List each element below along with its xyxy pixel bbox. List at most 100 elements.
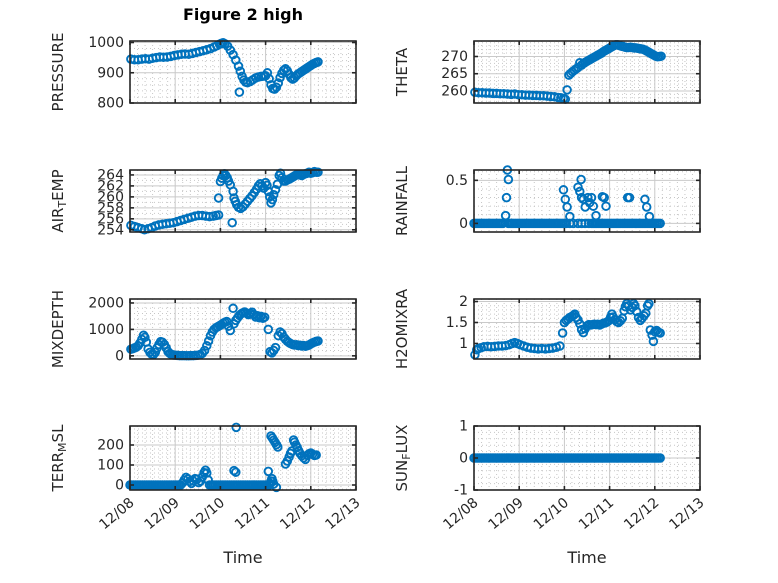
axes-frame bbox=[129, 425, 357, 491]
scatter-points bbox=[469, 453, 665, 463]
y-tick-label: 800 bbox=[97, 96, 124, 112]
x-tick-label: 12/10 bbox=[187, 495, 228, 533]
data-point bbox=[601, 201, 611, 211]
tick-marks bbox=[129, 426, 357, 490]
data-point bbox=[270, 342, 281, 353]
data-point bbox=[503, 174, 514, 185]
data-point bbox=[575, 186, 585, 197]
scatter-points bbox=[125, 422, 321, 493]
data-point bbox=[286, 72, 296, 83]
data-point bbox=[655, 453, 665, 463]
x-tick-label: 12/12 bbox=[277, 495, 318, 533]
data-point bbox=[565, 211, 575, 222]
data-point bbox=[270, 185, 281, 195]
subplot-mixdepth: 0 1000 2000 MIXDEPTH bbox=[49, 290, 357, 368]
data-point bbox=[202, 341, 212, 351]
data-point bbox=[254, 313, 265, 323]
data-point bbox=[262, 180, 272, 191]
x-tick-label: 12/13 bbox=[322, 495, 363, 533]
x-axis-label-left: Time bbox=[223, 548, 263, 567]
data-point bbox=[580, 218, 590, 229]
subplot-pressure: 800 900 1000 PRESSURE bbox=[49, 33, 357, 112]
y-axis-label: THETA bbox=[393, 47, 411, 97]
y-tick-label: 200 bbox=[97, 438, 124, 454]
data-point bbox=[588, 201, 599, 211]
data-point bbox=[641, 202, 652, 212]
y-axis-label: TERRMSL bbox=[49, 424, 69, 493]
y-tick-label: 2000 bbox=[88, 295, 124, 311]
y-tick-label: 258 bbox=[97, 200, 124, 216]
x-axis-label-right: Time bbox=[567, 548, 607, 567]
data-point bbox=[140, 332, 150, 343]
data-point bbox=[644, 298, 654, 309]
tick-marks bbox=[473, 299, 701, 359]
y-axis-label: RAINFALL bbox=[393, 165, 411, 236]
y-tick-label: 2 bbox=[459, 294, 468, 310]
x-tick-label: 12/09 bbox=[142, 495, 183, 533]
data-point bbox=[228, 303, 238, 314]
x-tick-label: 12/11 bbox=[232, 495, 273, 533]
y-tick-label: 262 bbox=[97, 178, 124, 194]
data-point bbox=[264, 74, 274, 84]
y-tick-label: 0 bbox=[459, 216, 468, 232]
data-point bbox=[584, 218, 594, 229]
data-point bbox=[203, 336, 214, 346]
y-tick-label: 1.5 bbox=[446, 315, 468, 331]
y-tick-label: 1000 bbox=[88, 35, 124, 51]
data-point bbox=[555, 341, 565, 351]
axes-frame bbox=[473, 298, 701, 360]
data-point bbox=[576, 174, 586, 185]
data-point bbox=[273, 78, 284, 88]
y-tick-label: -1 bbox=[454, 483, 468, 499]
y-tick-label: 900 bbox=[97, 65, 124, 81]
data-point bbox=[501, 192, 512, 203]
x-tick-label: 12/10 bbox=[531, 495, 572, 533]
axes-frame bbox=[473, 40, 701, 104]
y-tick-label: 0 bbox=[459, 451, 468, 467]
y-tick-label: 0 bbox=[115, 348, 124, 364]
tick-marks bbox=[473, 425, 701, 491]
data-point bbox=[549, 92, 560, 102]
y-tick-label: 1 bbox=[459, 336, 468, 352]
data-point bbox=[229, 465, 239, 476]
data-point bbox=[234, 87, 245, 97]
data-point bbox=[259, 312, 270, 322]
data-point bbox=[313, 336, 323, 346]
y-tick-label: 260 bbox=[97, 189, 124, 205]
axes-frame bbox=[473, 169, 701, 233]
tick-marks bbox=[129, 299, 357, 359]
data-point bbox=[648, 336, 659, 347]
subplot-rainfall: 0 0.5 RAINFALL bbox=[393, 165, 701, 236]
data-point bbox=[562, 85, 572, 95]
y-tick-label: 0 bbox=[115, 478, 124, 494]
data-point bbox=[656, 51, 666, 61]
figure-title: Figure 2 high bbox=[183, 5, 303, 24]
data-point bbox=[231, 422, 241, 433]
data-point bbox=[313, 57, 323, 67]
subplot-terrmsl: 0 100 200 TERRMSL 12/08 12/09 12/10 12/11 12/12 1… bbox=[49, 422, 364, 533]
data-point bbox=[562, 202, 572, 212]
subplot-h2omixra: 1 1.5 2 H2OMIXRA bbox=[393, 288, 701, 369]
x-tick-label: 12/11 bbox=[576, 495, 617, 533]
y-tick-label: 265 bbox=[441, 66, 468, 82]
tick-marks bbox=[473, 170, 701, 232]
data-point bbox=[263, 466, 274, 477]
y-tick-label: 100 bbox=[97, 458, 124, 474]
x-tick-label: 12/08 bbox=[440, 495, 481, 533]
data-point bbox=[591, 210, 601, 221]
data-point bbox=[271, 482, 282, 493]
data-point bbox=[268, 189, 279, 200]
data-point bbox=[644, 211, 655, 222]
y-tick-label: 254 bbox=[97, 222, 124, 238]
data-point bbox=[213, 193, 224, 203]
data-point bbox=[199, 345, 210, 356]
x-tick-label: 12/08 bbox=[96, 495, 137, 533]
y-axis-label: AIRTEMP bbox=[49, 169, 69, 232]
data-point bbox=[313, 167, 323, 177]
data-point bbox=[311, 450, 321, 460]
data-point bbox=[655, 328, 665, 338]
tick-marks bbox=[129, 170, 357, 232]
